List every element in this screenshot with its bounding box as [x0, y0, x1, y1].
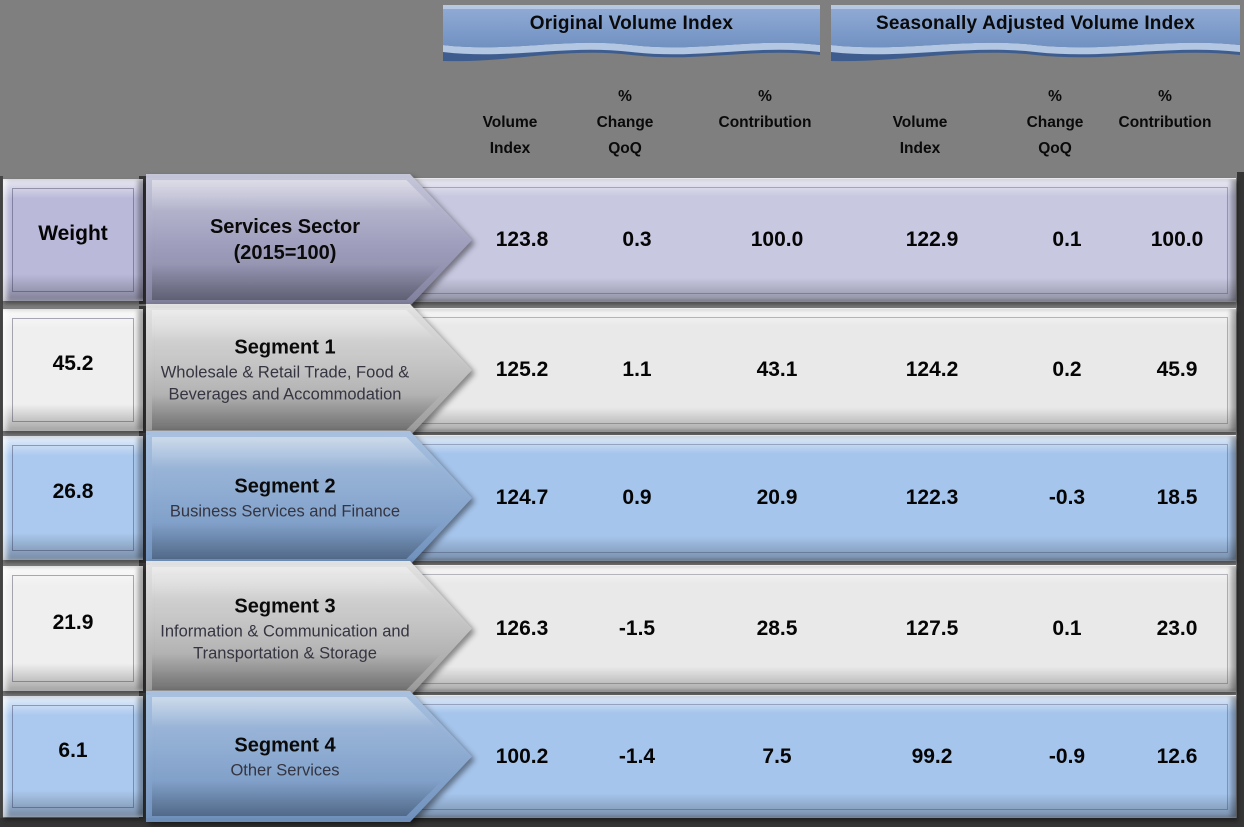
sector-arrow: Services Sector (2015=100) — [146, 174, 472, 306]
sector-subtitle: Other Services — [230, 761, 340, 779]
banner-seasonally-adjusted-volume-index: Seasonally Adjusted Volume Index — [831, 3, 1240, 67]
table-row-segment-2: 124.7 0.9 20.9 122.3 -0.3 18.5 26.8 Segm… — [0, 431, 1244, 565]
row-values: 124.7 0.9 20.9 122.3 -0.3 18.5 — [472, 435, 1232, 561]
plate-shadow-bottom — [0, 818, 1244, 827]
row-divider — [139, 176, 149, 304]
value-pct-change-qoq-original: 0.3 — [622, 228, 652, 251]
weight-cell: 45.2 — [2, 309, 143, 431]
weight-cell: Weight — [2, 179, 143, 301]
value-pct-contribution-original: 20.9 — [756, 486, 798, 509]
wave-banner-shape — [443, 5, 820, 62]
column-header-pct-contribution-original: % Contribution — [718, 88, 812, 131]
value-volume-index-sa: 122.9 — [905, 228, 959, 251]
sector-label: Segment 3 Information & Communication an… — [154, 593, 416, 664]
value-pct-contribution-original: 100.0 — [750, 228, 804, 251]
value-pct-change-qoq-sa: -0.3 — [1048, 486, 1086, 509]
banner-original-volume-index: Original Volume Index — [443, 3, 820, 67]
value-volume-index-sa: 122.3 — [905, 486, 959, 509]
weight-cell: 26.8 — [2, 436, 143, 560]
row-divider — [139, 563, 149, 694]
banner-label: Original Volume Index — [529, 13, 734, 34]
weight-value: 21.9 — [52, 610, 94, 634]
weight-cell: 6.1 — [2, 696, 143, 817]
row-divider — [139, 693, 149, 820]
column-header-pct-contribution-sa: % Contribution — [1118, 88, 1212, 131]
table-row-segment-3: 126.3 -1.5 28.5 127.5 0.1 23.0 21.9 Segm… — [0, 561, 1244, 696]
sector-arrow: Segment 3 Information & Communication an… — [146, 561, 472, 696]
sector-subtitle: Business Services and Finance — [169, 502, 401, 521]
arrow-shape — [146, 561, 472, 696]
value-pct-change-qoq-sa: -0.9 — [1048, 744, 1086, 768]
sector-label: Segment 1 Wholesale & Retail Trade, Food… — [154, 335, 416, 406]
value-pct-change-qoq-sa: 0.1 — [1052, 228, 1082, 251]
value-pct-contribution-original: 43.1 — [756, 358, 798, 381]
value-pct-contribution-original: 7.5 — [762, 744, 792, 768]
sector-title: Segment 3 — [234, 595, 336, 617]
banner-label: Seasonally Adjusted Volume Index — [876, 13, 1195, 34]
value-pct-contribution-sa: 18.5 — [1156, 486, 1198, 509]
weight-value: 45.2 — [52, 352, 94, 375]
sector-title: Segment 1 — [234, 336, 336, 359]
value-volume-index-sa: 127.5 — [905, 616, 959, 640]
plate-shadow-left — [0, 176, 3, 818]
arrow-shape — [146, 431, 472, 565]
wave-banner-shape — [831, 5, 1240, 62]
value-pct-change-qoq-original: -1.5 — [618, 616, 656, 640]
value-volume-index-original: 125.2 — [495, 358, 549, 381]
value-volume-index-original: 124.7 — [495, 486, 549, 509]
value-pct-change-qoq-original: 1.1 — [622, 358, 652, 381]
value-volume-index-original: 123.8 — [495, 228, 549, 251]
value-pct-contribution-original: 28.5 — [756, 616, 798, 640]
sector-label: Segment 4 Other Services — [154, 732, 416, 781]
column-headers: Volume Index % Change QoQ % Contribution… — [460, 84, 1220, 164]
sector-title: Services Sector — [209, 216, 361, 238]
table-row-services-sector: 123.8 0.3 100.0 122.9 0.1 100.0 Weight S… — [0, 174, 1244, 306]
column-header-pct-change-qoq-original: % Change QoQ — [596, 88, 654, 157]
value-pct-contribution-sa: 100.0 — [1150, 228, 1204, 251]
value-volume-index-sa: 99.2 — [911, 744, 953, 768]
sector-title: Segment 4 — [234, 734, 336, 756]
weight-value: 6.1 — [58, 738, 88, 762]
plate-shadow-right — [1237, 172, 1244, 827]
value-pct-change-qoq-original: -1.4 — [618, 744, 656, 768]
row-values: 125.2 1.1 43.1 124.2 0.2 45.9 — [472, 308, 1232, 432]
sector-subtitle: Information & Communication and Transpor… — [160, 622, 410, 662]
column-header-volume-index-sa: Volume Index — [892, 114, 948, 157]
value-volume-index-original: 100.2 — [495, 744, 549, 768]
table-row-segment-1: 125.2 1.1 43.1 124.2 0.2 45.9 45.2 Segme… — [0, 304, 1244, 436]
arrow-shape — [146, 304, 472, 436]
sector-title: Segment 2 — [234, 475, 336, 498]
sector-arrow: Segment 2 Business Services and Finance — [146, 431, 472, 565]
sector-label: Segment 2 Business Services and Finance — [154, 474, 416, 523]
weight-cell: 21.9 — [2, 566, 143, 691]
weight-label: Weight — [38, 222, 108, 245]
sector-label: Services Sector (2015=100) — [154, 214, 416, 266]
arrow-shape — [146, 174, 472, 306]
value-pct-change-qoq-sa: 0.1 — [1052, 616, 1082, 640]
row-values: 126.3 -1.5 28.5 127.5 0.1 23.0 — [472, 565, 1232, 692]
sector-arrow: Segment 1 Wholesale & Retail Trade, Food… — [146, 304, 472, 436]
row-values: 123.8 0.3 100.0 122.9 0.1 100.0 — [472, 178, 1232, 302]
row-values: 100.2 -1.4 7.5 99.2 -0.9 12.6 — [472, 695, 1232, 818]
value-pct-change-qoq-sa: 0.2 — [1052, 358, 1082, 381]
value-pct-contribution-sa: 23.0 — [1156, 616, 1198, 640]
value-pct-contribution-sa: 45.9 — [1156, 358, 1198, 381]
arrow-shape — [146, 691, 472, 822]
value-pct-contribution-sa: 12.6 — [1156, 744, 1198, 768]
row-divider — [139, 306, 149, 434]
sector-subtitle: (2015=100) — [233, 242, 337, 264]
sector-arrow: Segment 4 Other Services — [146, 691, 472, 822]
column-header-volume-index-original: Volume Index — [482, 114, 538, 157]
value-volume-index-original: 126.3 — [495, 616, 549, 640]
column-header-pct-change-qoq-sa: % Change QoQ — [1026, 88, 1084, 157]
value-pct-change-qoq-original: 0.9 — [622, 486, 652, 509]
value-volume-index-sa: 124.2 — [905, 358, 959, 381]
sector-subtitle: Wholesale & Retail Trade, Food & Beverag… — [160, 363, 410, 404]
row-divider — [139, 433, 149, 563]
weight-value: 26.8 — [52, 480, 94, 503]
table-row-segment-4: 100.2 -1.4 7.5 99.2 -0.9 12.6 6.1 Segmen… — [0, 691, 1244, 822]
